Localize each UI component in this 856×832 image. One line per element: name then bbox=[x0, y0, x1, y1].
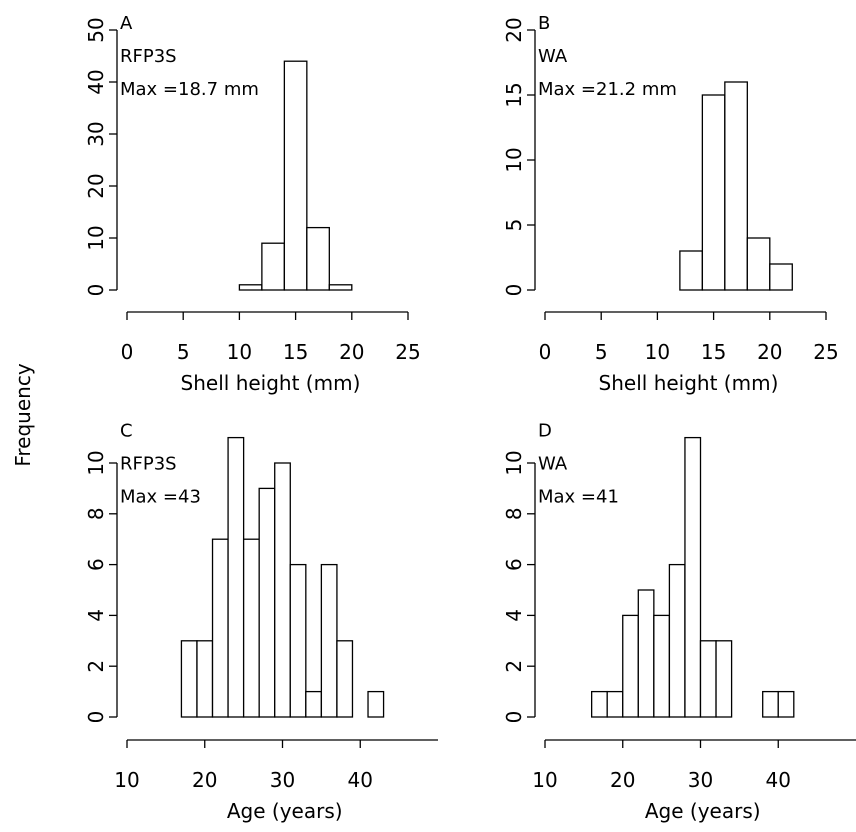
annotation: RFP3S bbox=[120, 454, 177, 475]
y-tick-label: 8 bbox=[502, 507, 526, 520]
y-tick-label: 0 bbox=[84, 284, 108, 297]
x-tick-label: 10 bbox=[227, 340, 252, 364]
x-tick-label: 20 bbox=[610, 768, 635, 792]
x-tick-label: 25 bbox=[395, 340, 420, 364]
annotation: B bbox=[538, 13, 550, 34]
y-tick-label: 0 bbox=[84, 711, 108, 724]
bar bbox=[668, 563, 686, 718]
x-tick-label: 30 bbox=[688, 768, 713, 792]
y-tick-label: 0 bbox=[502, 284, 526, 297]
x-tick-label: 0 bbox=[539, 340, 552, 364]
x-axis-label: Age (years) bbox=[645, 799, 761, 823]
y-tick-label: 20 bbox=[502, 17, 526, 42]
x-tick-label: 10 bbox=[645, 340, 670, 364]
x-tick-label: 40 bbox=[348, 768, 373, 792]
y-tick-label: 40 bbox=[84, 69, 108, 94]
bar bbox=[684, 436, 702, 718]
y-tick-label: 10 bbox=[502, 450, 526, 475]
x-tick-label: 5 bbox=[177, 340, 190, 364]
annotation: RFP3S bbox=[120, 46, 177, 67]
x-tick-label: 10 bbox=[114, 768, 139, 792]
bar bbox=[328, 284, 353, 291]
bar bbox=[746, 237, 771, 291]
x-tick-label: 0 bbox=[121, 340, 134, 364]
x-tick-label: 30 bbox=[270, 768, 295, 792]
annotation: Max =21.2 mm bbox=[538, 79, 677, 100]
y-tick-label: 6 bbox=[502, 558, 526, 571]
x-axis-label: Age (years) bbox=[227, 799, 343, 823]
bar bbox=[679, 250, 704, 291]
bar bbox=[367, 690, 385, 718]
x-tick-label: 10 bbox=[532, 768, 557, 792]
y-tick-label: 0 bbox=[502, 711, 526, 724]
bar bbox=[701, 94, 726, 291]
annotation: A bbox=[120, 13, 133, 34]
bar bbox=[306, 226, 330, 291]
x-tick-label: 15 bbox=[701, 340, 726, 364]
bar bbox=[622, 614, 639, 718]
y-tick-label: 6 bbox=[84, 558, 108, 571]
bar bbox=[305, 690, 323, 718]
y-tick-label: 8 bbox=[84, 507, 108, 520]
bar bbox=[261, 242, 286, 291]
bar bbox=[637, 589, 655, 718]
x-tick-label: 25 bbox=[813, 340, 838, 364]
bar bbox=[724, 81, 748, 291]
bar bbox=[180, 640, 198, 718]
x-tick-label: 40 bbox=[766, 768, 791, 792]
y-tick-label: 50 bbox=[84, 17, 108, 42]
x-tick-label: 5 bbox=[595, 340, 608, 364]
x-axis-label: Shell height (mm) bbox=[181, 371, 361, 395]
annotation: WA bbox=[538, 46, 568, 67]
annotation: D bbox=[538, 421, 552, 442]
annotation: C bbox=[120, 421, 133, 442]
bar bbox=[258, 487, 276, 718]
bar bbox=[653, 614, 671, 718]
bar bbox=[606, 690, 624, 718]
annotation: Max =41 bbox=[538, 487, 619, 508]
x-tick-label: 15 bbox=[283, 340, 308, 364]
x-axis-label: Shell height (mm) bbox=[599, 371, 779, 395]
bar bbox=[769, 263, 793, 291]
bar bbox=[238, 284, 263, 291]
bar bbox=[336, 640, 354, 718]
x-tick-label: 20 bbox=[339, 340, 364, 364]
bar bbox=[762, 690, 779, 718]
bar bbox=[211, 538, 229, 718]
x-tick-label: 20 bbox=[757, 340, 782, 364]
y-tick-label: 10 bbox=[84, 225, 108, 250]
bar bbox=[289, 563, 307, 718]
y-tick-label: 20 bbox=[84, 173, 108, 198]
bar bbox=[227, 436, 245, 718]
y-axis-label: Frequency bbox=[11, 363, 35, 466]
bar bbox=[591, 690, 608, 718]
y-tick-label: 10 bbox=[502, 147, 526, 172]
bar bbox=[242, 538, 260, 718]
y-tick-label: 10 bbox=[84, 450, 108, 475]
bar bbox=[320, 563, 338, 718]
y-tick-label: 4 bbox=[502, 609, 526, 622]
y-tick-label: 15 bbox=[502, 82, 526, 107]
bar bbox=[283, 60, 308, 291]
x-tick-label: 20 bbox=[192, 768, 217, 792]
y-tick-label: 2 bbox=[84, 660, 108, 673]
annotation: WA bbox=[538, 454, 568, 475]
y-tick-label: 30 bbox=[84, 121, 108, 146]
bar bbox=[777, 690, 795, 718]
annotation: Max =18.7 mm bbox=[120, 79, 259, 100]
y-tick-label: 5 bbox=[502, 219, 526, 232]
bar bbox=[699, 640, 717, 718]
y-tick-label: 4 bbox=[84, 609, 108, 622]
bar bbox=[274, 462, 291, 718]
annotation: Max =43 bbox=[120, 487, 201, 508]
bar bbox=[196, 640, 214, 718]
bar bbox=[715, 640, 733, 718]
y-tick-label: 2 bbox=[502, 660, 526, 673]
